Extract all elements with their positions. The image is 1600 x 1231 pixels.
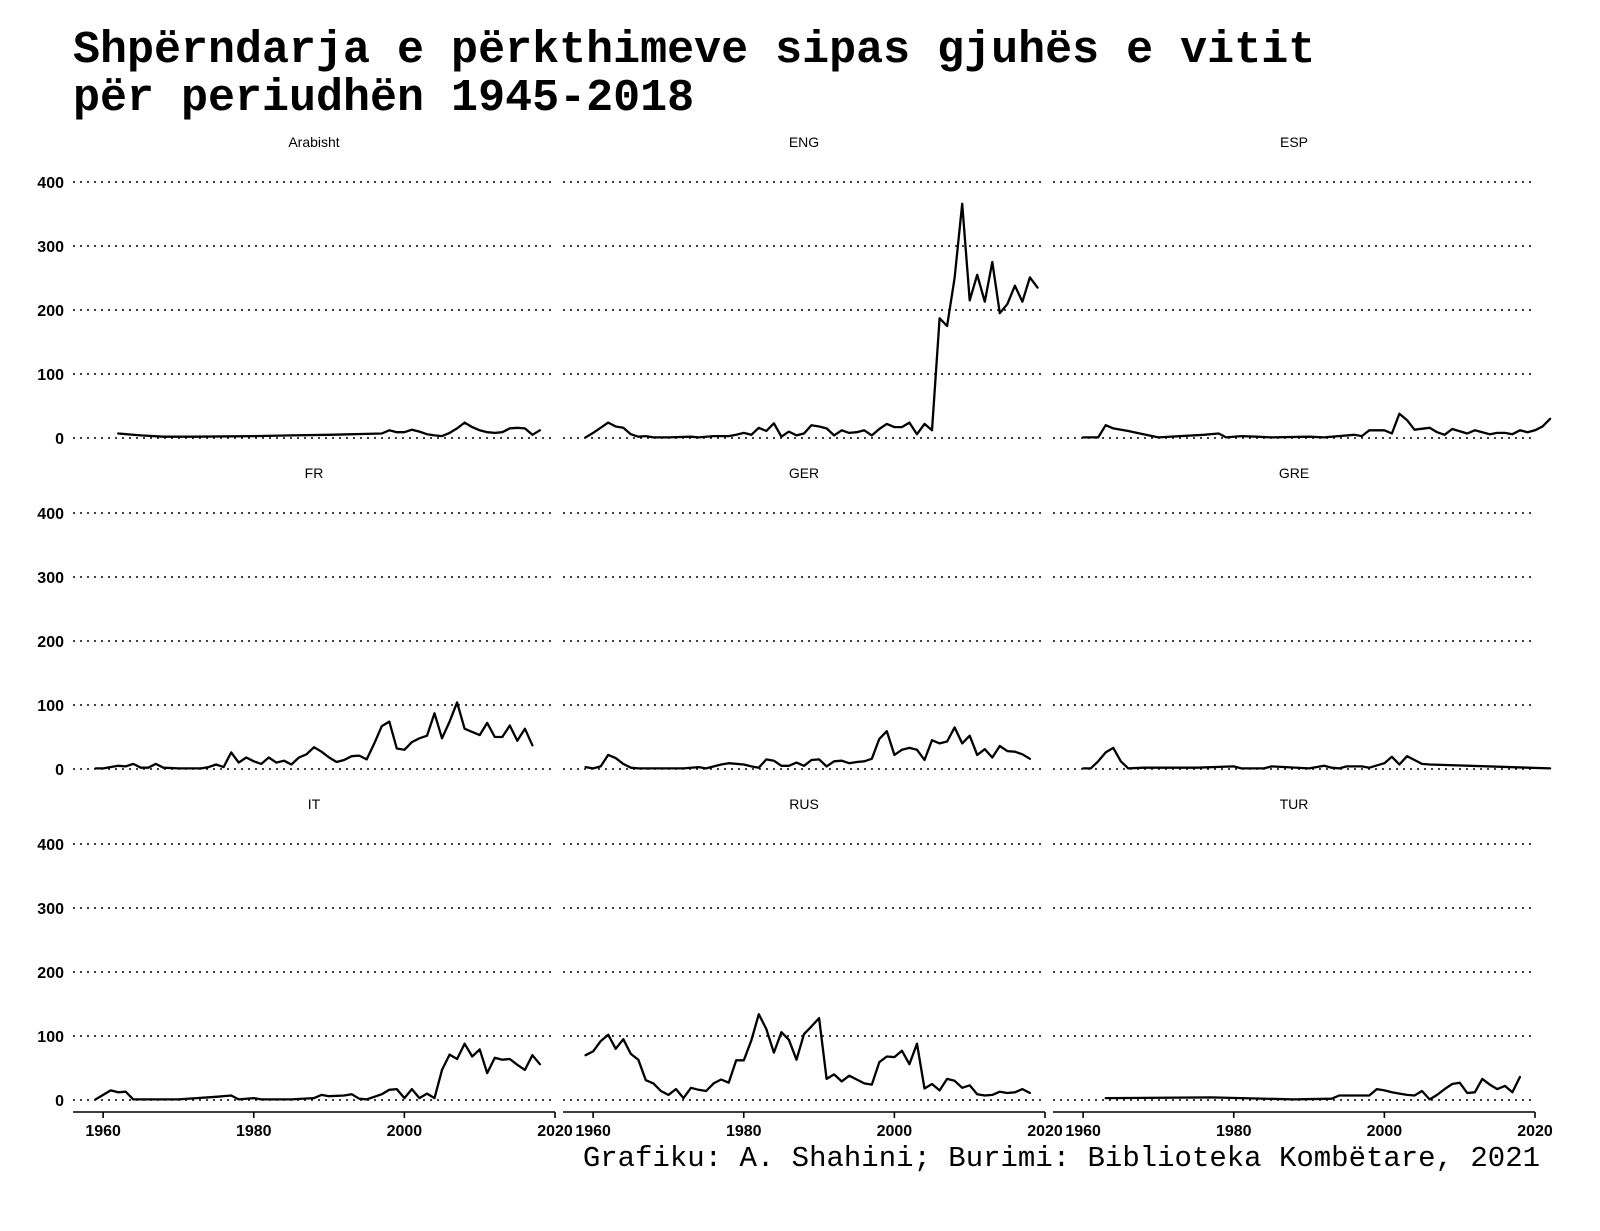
y-tick-label: 100 [37,698,64,715]
chart-title-line-1: Shpërndarja e përkthimeve sipas gjuhës e… [73,25,1316,76]
y-tick-label: 0 [55,1093,64,1110]
x-tick-label: 2000 [1367,1123,1403,1140]
series-line-arabisht [117,421,542,438]
y-tick-label: 200 [37,965,64,982]
facet-label: GER [789,465,819,481]
series-line-fr [94,701,534,770]
y-tick-label: 200 [37,634,64,651]
y-tick-label: 100 [37,367,64,384]
y-tick-label: 300 [37,239,64,256]
y-tick-label: 400 [37,506,64,523]
y-tick-label: 400 [37,175,64,192]
x-tick-label: 2020 [1027,1123,1063,1140]
x-tick-label: 2020 [1517,1123,1553,1140]
x-tick-label: 2000 [877,1123,913,1140]
x-tick-label: 1960 [85,1123,121,1140]
series-line-tur [1104,1075,1522,1101]
x-tick-label: 1980 [1216,1123,1252,1140]
y-tick-label: 0 [55,762,64,779]
y-tick-label: 400 [37,837,64,854]
facet-label: TUR [1280,796,1309,812]
facet-label: ESP [1280,134,1308,150]
y-tick-label: 100 [37,1029,64,1046]
series-line-eng [584,202,1039,439]
x-tick-label: 1980 [236,1123,272,1140]
y-tick-label: 300 [37,901,64,918]
facet-label: FR [305,465,324,481]
x-tick-label: 1980 [726,1123,762,1140]
series-line-gre [1081,746,1552,770]
x-tick-label: 2000 [387,1123,423,1140]
x-tick-label: 1960 [575,1123,611,1140]
x-tick-label: 2020 [537,1123,573,1140]
series-line-ger [584,726,1032,770]
y-tick-label: 200 [37,303,64,320]
facet-label: RUS [789,796,819,812]
facet-label: IT [308,796,321,812]
chart-title-line-2: për periudhën 1945-2018 [73,73,695,124]
y-tick-label: 0 [55,431,64,448]
facet-label: ENG [789,134,819,150]
series-line-esp [1081,412,1552,439]
chart-caption: Grafiku: A. Shahini; Burimi: Biblioteka … [582,1142,1540,1175]
facet-label: Arabisht [288,134,339,150]
facet-label: GRE [1279,465,1309,481]
series-line-rus [584,1013,1032,1100]
y-tick-label: 300 [37,570,64,587]
x-tick-label: 1960 [1065,1123,1101,1140]
series-line-it [94,1042,542,1101]
